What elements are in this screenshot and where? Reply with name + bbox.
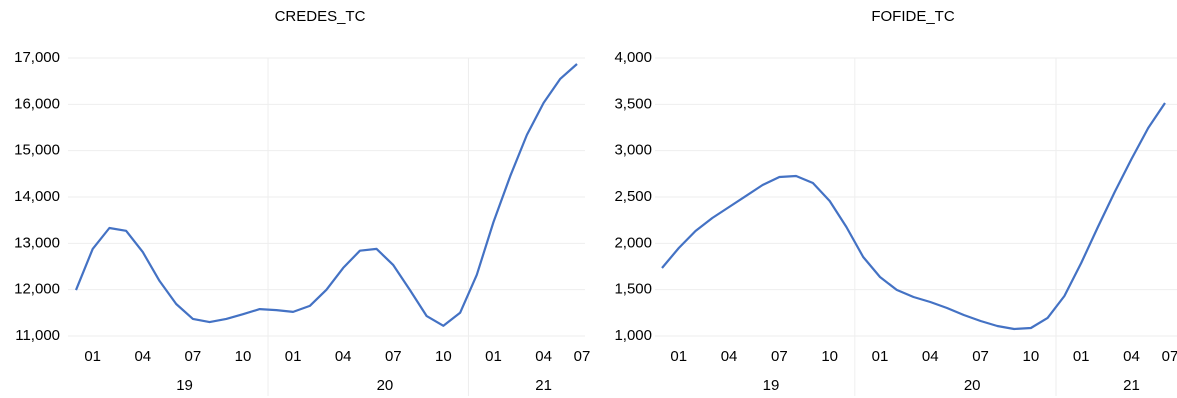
y-tick-label: 17,000 [14,49,60,66]
y-tick-label: 3,500 [614,95,652,112]
data-line [74,63,578,327]
x-tick-label: 10 [1023,348,1040,365]
x-tick-label: 04 [1123,348,1140,365]
x-tick-label: 04 [535,348,552,365]
x-tick-label: 07 [1162,348,1177,365]
x-group-label: 19 [763,377,780,394]
chart-title: CREDES_TC [275,8,366,25]
y-tick-label: 16,000 [14,95,60,112]
x-tick-label: 07 [385,348,402,365]
chart-title: FOFIDE_TC [871,8,955,25]
x-tick-label: 04 [721,348,738,365]
y-tick-label: 3,000 [614,142,652,159]
y-tick-label: 15,000 [14,142,60,159]
y-tick-label: 1,000 [614,327,652,344]
x-tick-label: 07 [574,348,591,365]
y-tick-label: 11,000 [15,327,60,344]
y-tick-label: 12,000 [14,281,60,298]
x-tick-label: 10 [235,348,252,365]
x-tick-label: 10 [435,348,452,365]
x-group-label: 20 [964,377,981,394]
x-tick-label: 07 [185,348,202,365]
x-group-label: 20 [377,377,394,394]
x-tick-label: 01 [285,348,302,365]
y-tick-label: 1,500 [614,281,652,298]
y-tick-label: 2,000 [614,234,652,251]
x-group-label: 21 [1123,377,1140,394]
x-tick-label: 04 [134,348,151,365]
x-tick-label: 07 [771,348,788,365]
x-group-label: 19 [176,377,193,394]
x-tick-label: 01 [670,348,687,365]
y-tick-label: 13,000 [14,234,60,251]
y-tick-label: 2,500 [614,188,652,205]
x-tick-label: 01 [84,348,101,365]
y-tick-label: 4,000 [614,49,652,66]
data-line [661,102,1166,331]
x-tick-label: 07 [972,348,989,365]
y-tick-label: 14,000 [14,188,60,205]
x-tick-label: 10 [821,348,838,365]
x-tick-label: 01 [872,348,889,365]
x-tick-label: 04 [335,348,352,365]
x-tick-label: 01 [1073,348,1090,365]
x-group-label: 21 [535,377,552,394]
x-tick-label: 04 [922,348,939,365]
x-tick-label: 01 [485,348,502,365]
